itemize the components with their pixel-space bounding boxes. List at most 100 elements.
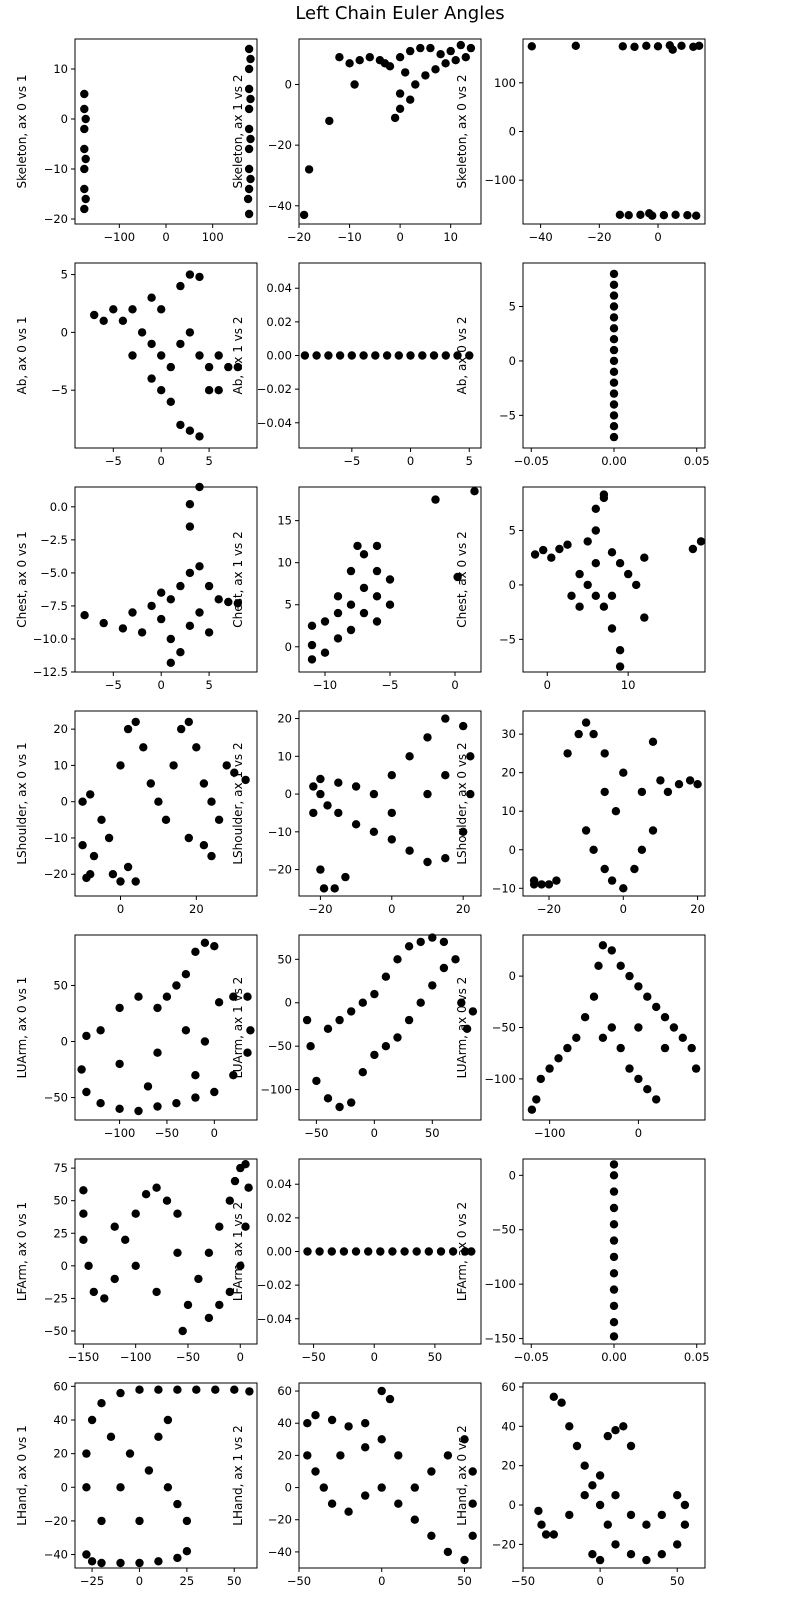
data-point xyxy=(607,591,617,600)
scatter-points xyxy=(82,1385,254,1568)
x-tick-label: 0.00 xyxy=(601,454,627,468)
data-point xyxy=(453,351,462,360)
data-point xyxy=(571,41,580,50)
data-point xyxy=(347,1098,356,1107)
data-point xyxy=(241,1160,250,1169)
axes-frame xyxy=(522,38,706,225)
data-point xyxy=(229,1071,238,1080)
data-point xyxy=(457,998,466,1007)
data-point xyxy=(660,1013,670,1022)
x-tick-label: 0 xyxy=(158,454,165,468)
y-axis-label: LShoulder, ax 0 vs 2 xyxy=(455,742,469,864)
x-tick-label: 0 xyxy=(158,678,165,692)
data-point xyxy=(185,270,195,279)
data-point xyxy=(214,351,223,360)
y-tick-label: −150 xyxy=(484,1332,516,1346)
data-point xyxy=(243,194,253,204)
y-tick-label: 0 xyxy=(509,125,516,139)
data-point xyxy=(536,1074,545,1084)
data-point xyxy=(609,280,619,289)
data-point xyxy=(591,526,600,535)
x-tick-label: −20 xyxy=(537,902,561,916)
data-point xyxy=(619,768,628,777)
subplot-2: −20 −10 0 10 −40 −20 0 Skeleton, ax 1 vs 2 xyxy=(231,38,482,244)
data-point xyxy=(410,1515,419,1524)
data-point xyxy=(626,1441,636,1451)
x-tick-label: 0 xyxy=(388,902,395,916)
data-point xyxy=(195,608,204,617)
data-point xyxy=(671,210,680,219)
data-point xyxy=(581,826,591,835)
x-tick-label: −10 xyxy=(313,678,337,692)
data-point xyxy=(191,1071,200,1080)
data-point xyxy=(563,749,572,758)
data-point xyxy=(537,880,546,889)
data-point xyxy=(204,386,214,395)
data-point xyxy=(215,1222,224,1231)
y-tick-label: 0 xyxy=(509,1498,516,1512)
data-point xyxy=(244,44,254,54)
scatter-points xyxy=(527,941,701,1114)
data-point xyxy=(691,1064,701,1073)
data-point xyxy=(157,588,166,597)
data-point xyxy=(359,608,369,618)
data-point xyxy=(361,1491,370,1500)
data-point xyxy=(648,826,658,835)
data-point xyxy=(609,411,619,420)
data-point xyxy=(537,1520,546,1529)
data-point xyxy=(224,362,233,372)
data-point xyxy=(394,1451,403,1460)
data-point xyxy=(534,1506,543,1516)
y-axis-label: Ab, ax 0 vs 1 xyxy=(15,317,29,395)
data-point xyxy=(656,776,665,785)
data-point xyxy=(135,1558,144,1568)
x-tick-label: −0.05 xyxy=(514,454,549,468)
data-point xyxy=(319,1483,328,1492)
y-tick-label: 0 xyxy=(285,77,292,91)
data-point xyxy=(692,211,701,220)
axes-frame xyxy=(522,710,706,897)
data-point xyxy=(657,1550,666,1559)
data-point xyxy=(456,40,465,50)
y-tick-label: 20 xyxy=(501,1459,516,1473)
y-axis-label: Skeleton, ax 1 vs 2 xyxy=(231,74,245,188)
data-point xyxy=(241,1222,250,1231)
data-point xyxy=(372,541,382,551)
data-point xyxy=(200,938,210,947)
data-point xyxy=(181,1026,191,1035)
data-point xyxy=(195,351,204,360)
data-point xyxy=(674,780,684,789)
data-point xyxy=(82,1449,91,1458)
x-tick-label: 20 xyxy=(456,902,471,916)
data-point xyxy=(125,1449,135,1458)
y-tick-label: −40 xyxy=(44,1548,68,1562)
data-point xyxy=(451,955,460,964)
data-point xyxy=(465,351,474,360)
data-point xyxy=(311,1411,320,1420)
data-point xyxy=(609,367,619,376)
x-tick-label: 0 xyxy=(396,230,403,244)
y-tick-label: −10.0 xyxy=(33,632,68,646)
subplot-16: −150 −100 −50 0 −50 −25 0 25 50 75 LFArm, ax 0 vs … xyxy=(15,1158,258,1364)
data-point xyxy=(549,1392,558,1402)
y-tick-label: 0 xyxy=(61,112,68,126)
data-point xyxy=(609,313,619,322)
data-point xyxy=(468,1499,477,1508)
y-tick-label: 10 xyxy=(501,804,516,818)
x-tick-label: 20 xyxy=(189,902,204,916)
data-point xyxy=(468,1467,477,1476)
data-point xyxy=(466,789,475,799)
data-point xyxy=(307,621,317,630)
data-point xyxy=(84,1261,93,1271)
data-point xyxy=(609,291,619,300)
data-point xyxy=(599,490,609,499)
data-point xyxy=(80,204,89,214)
data-point xyxy=(372,592,382,601)
data-point xyxy=(609,1160,619,1169)
data-point xyxy=(100,1294,109,1303)
data-point xyxy=(626,1550,636,1559)
data-point xyxy=(82,1483,91,1492)
data-point xyxy=(191,1093,200,1102)
x-tick-label: 100 xyxy=(202,230,224,244)
data-point xyxy=(230,1176,240,1186)
